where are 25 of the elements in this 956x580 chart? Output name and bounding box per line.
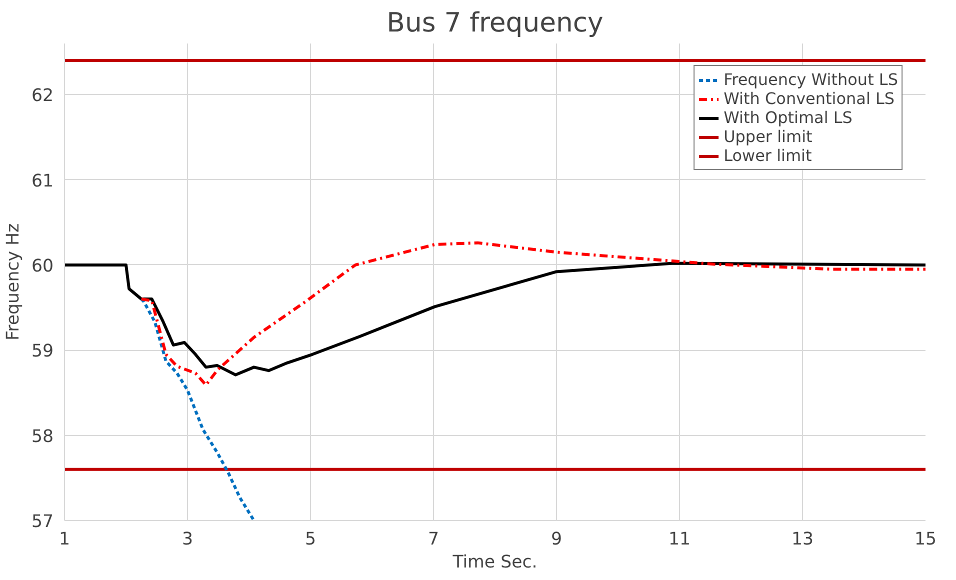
legend-label: Lower limit: [724, 146, 812, 165]
legend-label: Frequency Without LS: [724, 70, 898, 89]
legend-label: With Optimal LS: [724, 108, 852, 127]
y-tick-label: 60: [31, 256, 54, 276]
y-tick-label: 57: [31, 512, 54, 532]
line-series: [140, 298, 256, 520]
x-tick-label: 7: [428, 530, 440, 550]
y-tick-label: 58: [31, 426, 54, 447]
y-tick-label: 61: [31, 171, 54, 192]
x-tick-label: 9: [550, 530, 562, 550]
x-tick-label: 11: [668, 530, 691, 550]
x-tick-label: 1: [58, 530, 70, 550]
y-axis-title: Frequency Hz: [3, 223, 24, 341]
x-tick-label: 13: [791, 530, 814, 550]
y-tick-label: 62: [31, 86, 54, 106]
x-tick-label: 15: [914, 530, 937, 550]
x-axis-title: Time Sec.: [452, 552, 538, 572]
x-tick-label: 5: [304, 530, 316, 550]
legend-label: Upper limit: [724, 127, 812, 146]
line-series: [64, 262, 926, 376]
x-tick-label: 3: [182, 530, 194, 550]
y-tick-label: 59: [31, 342, 54, 362]
line-series: [140, 241, 926, 387]
legend-label: With Conventional LS: [724, 89, 895, 108]
chart-title: Bus 7 frequency: [386, 8, 604, 38]
